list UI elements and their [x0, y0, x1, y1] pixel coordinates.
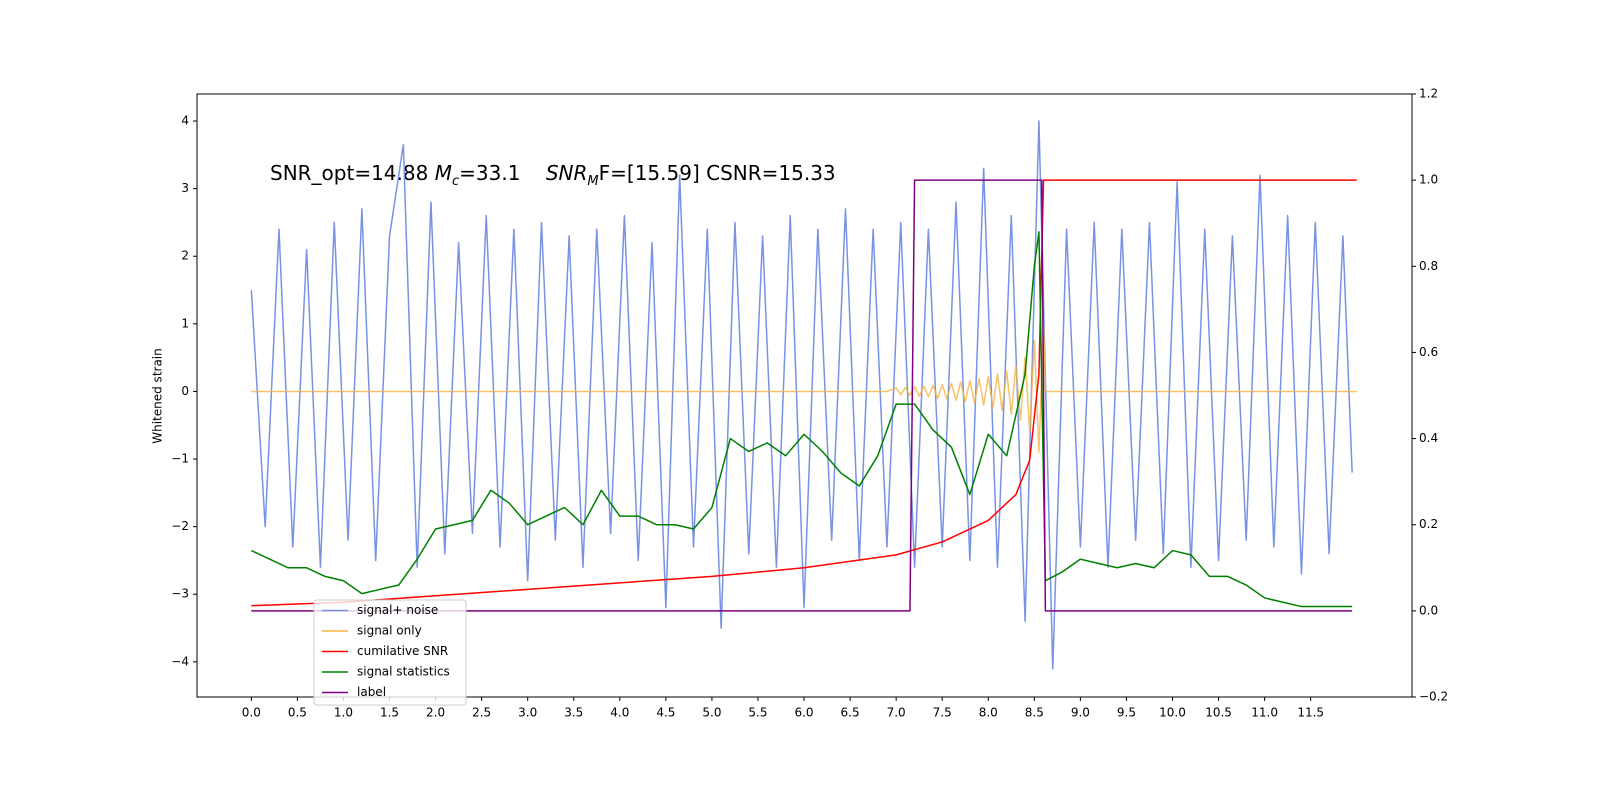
x-tick-label: 8.5 — [1025, 706, 1044, 720]
legend-label: signal statistics — [357, 665, 450, 679]
y-tick-label: −4 — [171, 654, 189, 668]
series-line — [251, 179, 1357, 607]
x-tick-label: 9.5 — [1117, 706, 1136, 720]
x-tick-label: 3.0 — [518, 706, 537, 720]
y-tick-label: 1 — [181, 316, 189, 330]
annotation-part: SNR_opt=14.88 — [270, 161, 435, 185]
x-tick-label: 2.5 — [472, 706, 491, 720]
x-tick-label: 7.0 — [887, 706, 906, 720]
annotation-part: F=[15.59] CSNR=15.33 — [599, 161, 836, 185]
x-tick-label: 7.5 — [933, 706, 952, 720]
x-tick-label: 6.5 — [841, 706, 860, 720]
legend-label: cumilative SNR — [357, 644, 448, 658]
x-tick-label: 11.5 — [1297, 706, 1324, 720]
y-tick-label: 2 — [181, 249, 189, 263]
y-axis-label: Whitened strain — [151, 348, 165, 444]
legend-label: signal+ noise — [357, 603, 438, 617]
legend: signal+ noise signal only cumilative SNR si… — [313, 599, 467, 706]
x-tick-label: 1.5 — [380, 706, 399, 720]
y2-tick-label: 0.6 — [1419, 345, 1438, 359]
x-tick-label: 10.5 — [1205, 706, 1232, 720]
legend-label: label — [357, 685, 386, 699]
legend-frame — [313, 599, 467, 706]
y-tick-label: 4 — [181, 114, 189, 128]
x-tick-label: 1.0 — [334, 706, 353, 720]
y2-tick-label: −0.2 — [1419, 690, 1448, 704]
series-line — [251, 323, 1357, 454]
x-tick-label: 10.0 — [1159, 706, 1186, 720]
y-tick-label: 0 — [181, 384, 189, 398]
y-tick-label: −3 — [171, 587, 189, 601]
legend-label: signal only — [357, 624, 422, 638]
x-tick-label: 9.0 — [1071, 706, 1090, 720]
y-tick-label: 3 — [181, 181, 189, 195]
y2-tick-label: 1.2 — [1419, 87, 1438, 101]
annotation: SNR_opt=14.88 Mc=33.1 SNRMF=[15.59] CSNR… — [270, 161, 836, 189]
y-tick-label: −2 — [171, 519, 189, 533]
y2-tick-label: 0.0 — [1419, 603, 1438, 617]
x-tick-label: 11.0 — [1251, 706, 1278, 720]
x-tick-label: 0.5 — [288, 706, 307, 720]
y2-tick-label: 0.2 — [1419, 517, 1438, 531]
x-tick-label: 5.0 — [702, 706, 721, 720]
series-line — [251, 179, 1353, 612]
y-tick-label: −1 — [171, 452, 189, 466]
y2-tick-label: 1.0 — [1419, 173, 1438, 187]
annotation-part: c — [452, 174, 459, 189]
y2-tick-label: 0.4 — [1419, 431, 1438, 445]
x-tick-label: 8.0 — [979, 706, 998, 720]
annotation-part: M — [435, 161, 452, 185]
x-tick-label: 0.0 — [242, 706, 261, 720]
series-line — [250, 120, 1353, 670]
annotation-part: M — [587, 174, 598, 189]
y2-tick-label: 0.8 — [1419, 259, 1438, 273]
x-tick-label: 5.5 — [748, 706, 767, 720]
series-line — [251, 231, 1353, 608]
x-tick-label: 6.0 — [794, 706, 813, 720]
x-tick-label: 2.0 — [426, 706, 445, 720]
x-tick-label: 4.0 — [610, 706, 629, 720]
x-tick-label: 3.5 — [564, 706, 583, 720]
x-tick-label: 4.5 — [656, 706, 675, 720]
annotation-part: SNR — [546, 161, 588, 185]
annotation-part: =33.1 — [459, 161, 546, 185]
